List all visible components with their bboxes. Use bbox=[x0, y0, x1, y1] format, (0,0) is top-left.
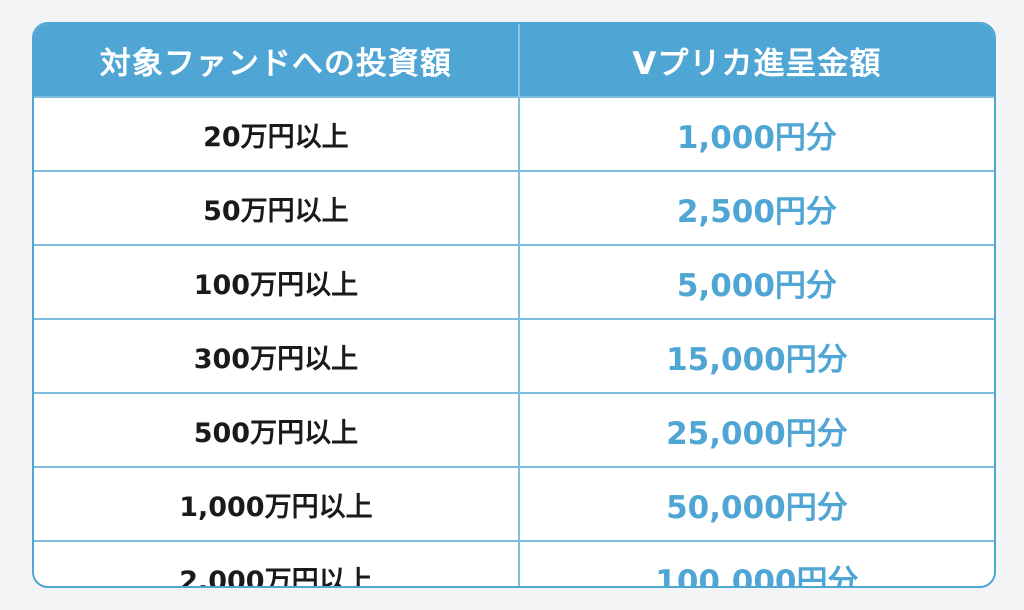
reward-table-container: 対象ファンドへの投資額 Vプリカ進呈金額 20万円以上 1,000円分 50万円… bbox=[32, 22, 996, 588]
table-row: 2,000万円以上 100,000円分 bbox=[34, 540, 994, 586]
table-row: 300万円以上 15,000円分 bbox=[34, 318, 994, 393]
table-row: 500万円以上 25,000円分 bbox=[34, 392, 994, 467]
reward-cell: 15,000円分 bbox=[518, 318, 994, 393]
reward-cell: 50,000円分 bbox=[518, 466, 994, 541]
header-row: 対象ファンドへの投資額 Vプリカ進呈金額 bbox=[34, 24, 994, 97]
header-reward-amount: Vプリカ進呈金額 bbox=[518, 24, 994, 97]
reward-table: 対象ファンドへの投資額 Vプリカ進呈金額 20万円以上 1,000円分 50万円… bbox=[34, 24, 994, 586]
reward-cell: 100,000円分 bbox=[518, 540, 994, 586]
investment-cell: 300万円以上 bbox=[34, 318, 520, 393]
investment-cell: 1,000万円以上 bbox=[34, 466, 520, 541]
investment-cell: 50万円以上 bbox=[34, 170, 520, 245]
table-header: 対象ファンドへの投資額 Vプリカ進呈金額 bbox=[34, 24, 994, 97]
table-body: 20万円以上 1,000円分 50万円以上 2,500円分 100万円以上 5,… bbox=[34, 96, 994, 586]
reward-cell: 1,000円分 bbox=[518, 96, 994, 171]
investment-cell: 100万円以上 bbox=[34, 244, 520, 319]
table-row: 20万円以上 1,000円分 bbox=[34, 96, 994, 171]
investment-cell: 20万円以上 bbox=[34, 96, 520, 171]
reward-cell: 2,500円分 bbox=[518, 170, 994, 245]
table-row: 1,000万円以上 50,000円分 bbox=[34, 466, 994, 541]
reward-cell: 5,000円分 bbox=[518, 244, 994, 319]
investment-cell: 2,000万円以上 bbox=[34, 540, 520, 586]
table-row: 50万円以上 2,500円分 bbox=[34, 170, 994, 245]
table-row: 100万円以上 5,000円分 bbox=[34, 244, 994, 319]
header-investment-amount: 対象ファンドへの投資額 bbox=[34, 24, 520, 97]
reward-cell: 25,000円分 bbox=[518, 392, 994, 467]
investment-cell: 500万円以上 bbox=[34, 392, 520, 467]
